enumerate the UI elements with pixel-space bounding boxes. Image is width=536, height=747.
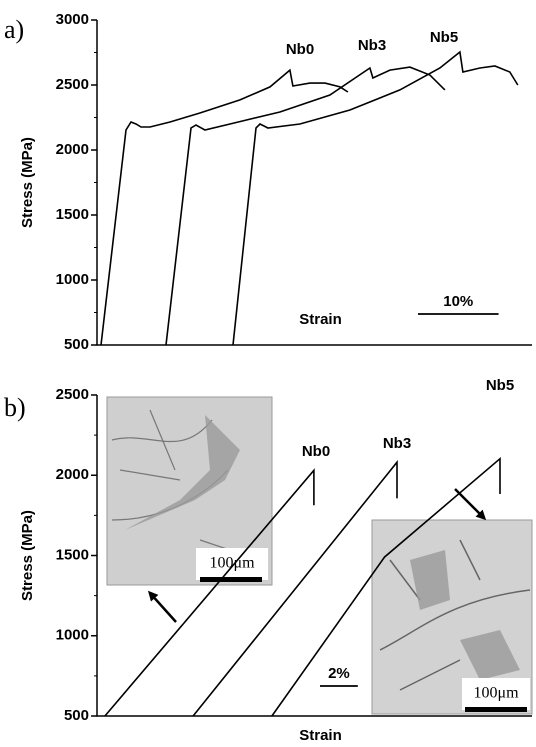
inset-scale-label: 100μm xyxy=(473,685,519,702)
line-series xyxy=(271,456,501,717)
line-series xyxy=(104,468,315,717)
arrow xyxy=(147,590,177,623)
line-series xyxy=(232,50,519,346)
y-tick-label: 1000 xyxy=(56,627,89,644)
y-tick-label: 500 xyxy=(64,707,89,724)
y-tick-label: 1500 xyxy=(56,206,89,223)
scale-bar-label: 10% xyxy=(443,293,473,310)
inset-scale-bar xyxy=(200,577,262,582)
series-label: Nb5 xyxy=(430,29,458,46)
y-tick-label: 2000 xyxy=(56,466,89,483)
line-series xyxy=(192,459,398,717)
inset-scale-bar xyxy=(465,707,527,712)
line-series xyxy=(100,68,349,346)
y-tick-label: 2500 xyxy=(56,386,89,403)
y-tick-label: 3000 xyxy=(56,11,89,28)
inset-left xyxy=(106,396,273,586)
line-series xyxy=(165,66,446,346)
y-tick-label: 500 xyxy=(64,336,89,353)
series-label: Nb5 xyxy=(486,377,514,394)
series-label: Nb0 xyxy=(286,41,314,58)
panel-label: b) xyxy=(4,393,26,422)
x-axis-label: Strain xyxy=(299,727,342,744)
series-label: Nb0 xyxy=(302,443,330,460)
scale-bar-label: 2% xyxy=(328,665,350,682)
y-tick-label: 2000 xyxy=(56,141,89,158)
panel-label: a) xyxy=(4,15,24,44)
y-axis-label: Stress (MPa) xyxy=(19,510,36,601)
inset-scale-label: 100μm xyxy=(209,555,255,572)
y-tick-label: 1500 xyxy=(56,546,89,563)
y-tick-label: 2500 xyxy=(56,76,89,93)
series-label: Nb3 xyxy=(358,37,386,54)
x-axis-label: Strain xyxy=(299,311,342,328)
y-axis-label: Stress (MPa) xyxy=(19,137,36,228)
y-tick-label: 1000 xyxy=(56,271,89,288)
series-label: Nb3 xyxy=(383,435,411,452)
inset-right xyxy=(371,519,533,715)
